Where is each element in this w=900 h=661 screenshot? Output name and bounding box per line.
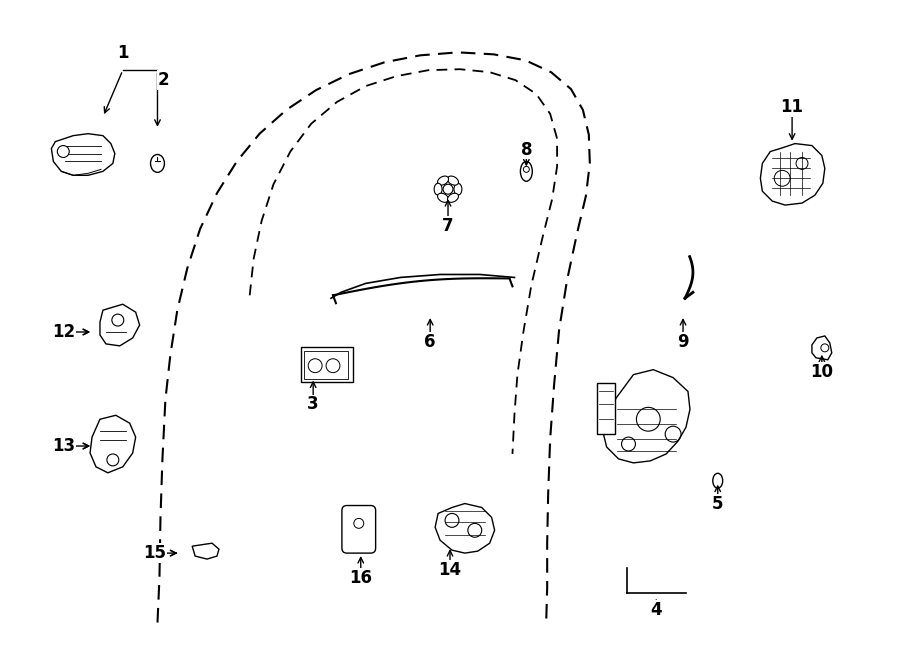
Ellipse shape <box>447 193 458 202</box>
Bar <box>304 351 348 379</box>
Polygon shape <box>51 134 115 175</box>
Text: 1: 1 <box>117 44 129 62</box>
Polygon shape <box>603 369 690 463</box>
Ellipse shape <box>437 176 448 185</box>
Ellipse shape <box>713 473 723 488</box>
Polygon shape <box>90 415 136 473</box>
Text: 9: 9 <box>677 333 688 351</box>
Text: 12: 12 <box>51 323 75 341</box>
Ellipse shape <box>447 176 458 185</box>
Circle shape <box>58 145 69 157</box>
FancyBboxPatch shape <box>342 506 375 553</box>
Circle shape <box>443 184 453 194</box>
Polygon shape <box>193 543 219 559</box>
Polygon shape <box>760 143 824 205</box>
Text: 7: 7 <box>442 217 454 235</box>
Text: 2: 2 <box>158 71 169 89</box>
Bar <box>597 383 615 434</box>
Text: 4: 4 <box>651 601 662 619</box>
Text: 3: 3 <box>307 395 319 413</box>
Text: 6: 6 <box>425 333 436 351</box>
Ellipse shape <box>520 161 532 181</box>
Text: 14: 14 <box>438 561 462 579</box>
Text: 16: 16 <box>349 569 373 587</box>
Ellipse shape <box>434 183 442 195</box>
Ellipse shape <box>437 193 448 202</box>
Polygon shape <box>812 336 832 360</box>
Text: 5: 5 <box>712 494 724 512</box>
Text: 11: 11 <box>780 98 804 116</box>
Text: 10: 10 <box>810 363 833 381</box>
Text: 15: 15 <box>143 544 166 562</box>
Polygon shape <box>100 304 140 346</box>
Text: 8: 8 <box>520 141 532 159</box>
Polygon shape <box>435 504 495 553</box>
Ellipse shape <box>150 155 165 173</box>
Bar <box>302 347 353 381</box>
Text: 13: 13 <box>51 437 75 455</box>
Ellipse shape <box>454 183 462 195</box>
